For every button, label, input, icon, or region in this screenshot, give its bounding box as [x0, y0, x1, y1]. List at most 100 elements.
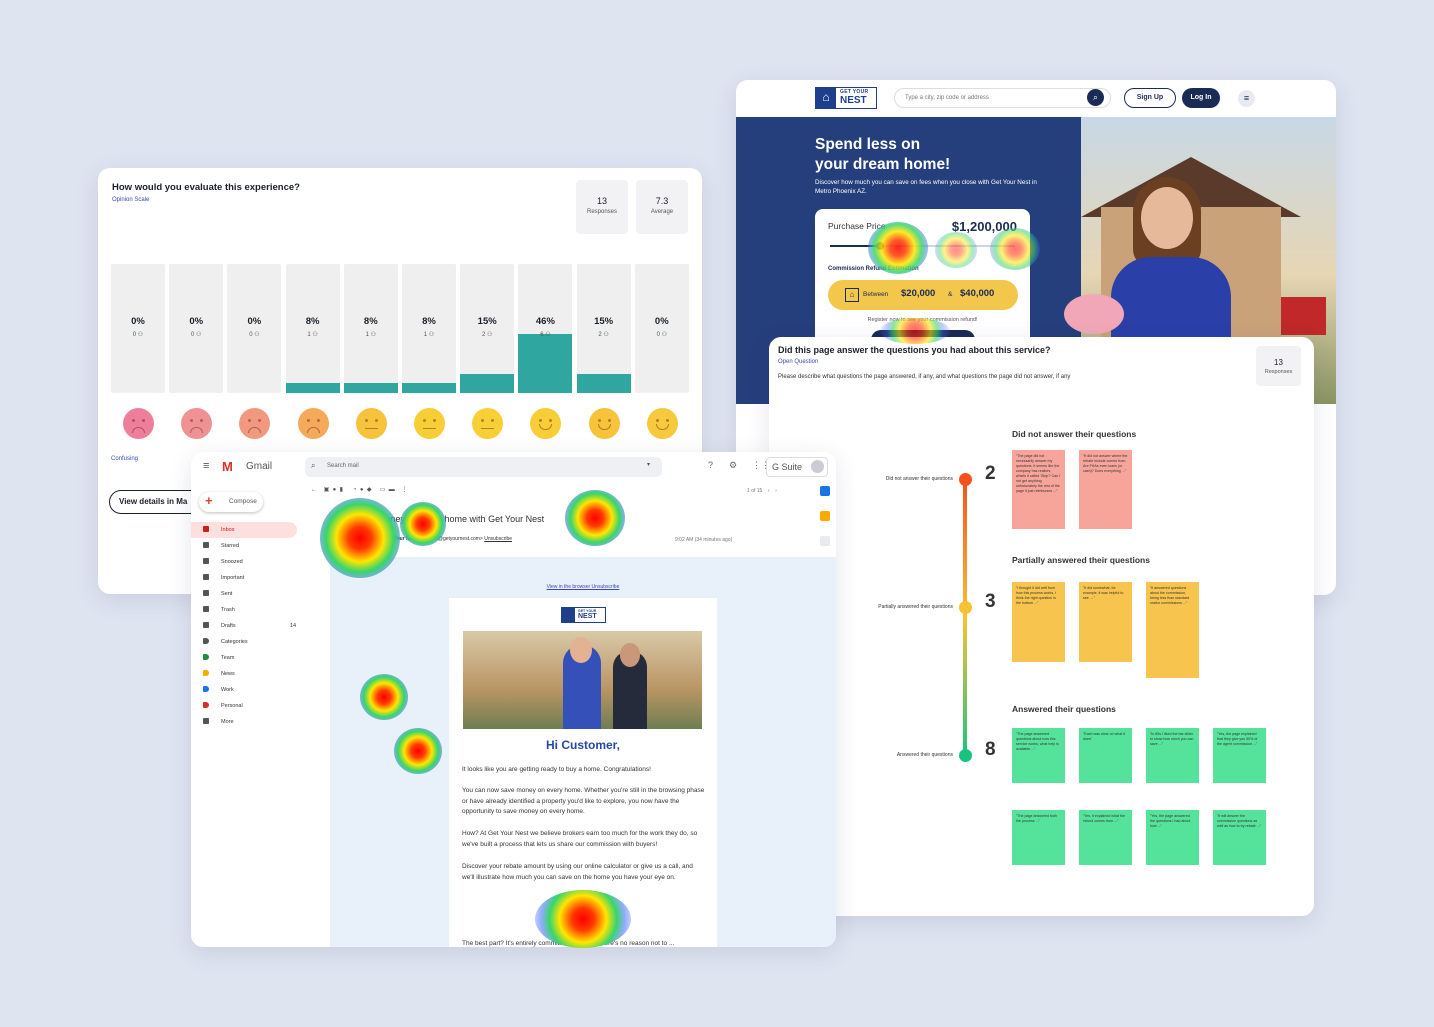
menu-icon[interactable]: ≡ — [203, 460, 210, 472]
sidebar-item-starred[interactable]: Starred — [191, 538, 306, 554]
email-paragraph: Discover your rebate amount by using our… — [462, 863, 693, 881]
emoji-face-icon[interactable] — [123, 408, 154, 439]
emoji-face-icon[interactable] — [414, 408, 445, 439]
bar-count: 0 ⚇ — [190, 332, 202, 338]
apps-grid-icon[interactable]: ⋮⋮ — [752, 460, 770, 470]
emoji-face-icon[interactable] — [181, 408, 213, 439]
browser-links[interactable]: View in the browser Unsubscribe — [546, 584, 620, 590]
calendar-icon[interactable] — [820, 486, 830, 496]
site-logo[interactable]: ⌂ GET YOUR NEST — [815, 87, 877, 109]
sidebar-item-label: Trash — [221, 607, 235, 613]
sidebar-item-sent[interactable]: Sent — [191, 586, 306, 602]
email-paragraph: How? At Get Your Nest we believe brokers… — [462, 830, 698, 848]
sidebar-item-more[interactable]: More — [191, 714, 306, 730]
compose-button[interactable]: Compose — [199, 492, 263, 512]
emoji-face-icon[interactable] — [355, 408, 387, 439]
opinion-title: How would you evaluate this experience? — [112, 182, 300, 193]
email-paragraph: It looks like you are getting ready to b… — [462, 766, 651, 773]
sidebar-item-trash[interactable]: Trash — [191, 602, 306, 618]
scale-bar: 15% 2 ⚇ — [576, 264, 631, 393]
email-time: 9:02 AM (34 minutes ago) — [675, 537, 733, 543]
sticky-note[interactable]: "Yes, the page answered the questions I … — [1146, 810, 1199, 865]
sidebar-item-drafts[interactable]: Drafts 14 — [191, 618, 306, 634]
sticky-note[interactable]: "Yes, the page explained that they give … — [1213, 728, 1266, 783]
sidebar-item-important[interactable]: Important — [191, 570, 306, 586]
sticky-note[interactable]: "The page answered both the process ..." — [1012, 810, 1065, 865]
sidebar-item-label: News — [221, 671, 235, 677]
sidebar-item-label: Personal — [221, 703, 243, 709]
scale-bar: 46% 6 ⚇ — [518, 264, 573, 393]
sidebar-item-snoozed[interactable]: Snoozed — [191, 554, 306, 570]
signup-button[interactable]: Sign Up — [1124, 88, 1176, 108]
label-icon — [203, 654, 209, 660]
sticky-note[interactable]: "Each was clear on what it does" — [1079, 728, 1132, 783]
timeline-dot — [959, 473, 972, 486]
email-content: GET YOUR NEST Hi Customer, It looks like… — [449, 598, 717, 947]
menu-icon[interactable]: ≡ — [1238, 90, 1255, 107]
search-icon[interactable]: ⌕ — [1087, 89, 1104, 106]
group-count: 8 — [985, 739, 996, 760]
keep-icon[interactable] — [820, 511, 830, 521]
gsuite-badge[interactable]: G Suite — [766, 457, 828, 477]
for-sale-sign — [1281, 297, 1326, 335]
average-stat: 7.3 Average — [636, 180, 688, 234]
sticky-note[interactable]: "Yes, it explained what the refund comes… — [1079, 810, 1132, 865]
search-options-icon[interactable]: ▾ — [647, 462, 651, 468]
emoji-face-icon[interactable] — [530, 408, 562, 439]
gear-icon[interactable]: ⚙ — [729, 460, 738, 470]
sticky-note[interactable]: "In 60s I liked the bar slider to show h… — [1146, 728, 1199, 783]
bar-fill — [518, 334, 573, 393]
register-prompt: Register now to see your commission refu… — [867, 317, 978, 323]
bar-fill — [402, 383, 456, 393]
sidebar-item-inbox[interactable]: Inbox — [191, 522, 297, 538]
sticky-note[interactable]: "The page did not necessarily answer my … — [1012, 450, 1065, 529]
login-button[interactable]: Log In — [1182, 88, 1220, 108]
help-icon[interactable]: ? — [708, 460, 714, 470]
price-slider-fill — [830, 245, 881, 247]
add-icon[interactable] — [820, 536, 830, 546]
mail-search-input[interactable]: Search mail — [305, 457, 662, 477]
inbox-icon — [203, 526, 209, 532]
sticky-note[interactable]: "It did not answer where the rebate incl… — [1079, 450, 1132, 529]
emoji-face-icon[interactable] — [239, 408, 271, 439]
avatar[interactable] — [811, 460, 824, 473]
search-icon[interactable]: ⌕ — [311, 461, 316, 470]
emoji-face-icon[interactable] — [646, 408, 678, 439]
bar-percent: 15% — [594, 316, 614, 327]
sidebar-item-categories[interactable]: Categories — [191, 634, 306, 650]
bar-count: 6 ⚇ — [540, 332, 551, 338]
bar-percent: 8% — [305, 316, 320, 327]
sidebar-item-label: More — [221, 719, 234, 725]
site-navbar: ⌂ GET YOUR NEST Type a city, zip code or… — [736, 80, 1336, 117]
responses-stat: 13 Responses — [1256, 346, 1301, 386]
sticky-note[interactable]: "I thought it did well from how this pro… — [1012, 582, 1065, 662]
scale-bar: 0% 0 ⚇ — [111, 264, 165, 393]
gmail-logo-icon[interactable]: M — [222, 459, 233, 474]
price-slider-handle[interactable] — [876, 242, 884, 250]
sidebar-item-news[interactable]: News — [191, 666, 306, 682]
scale-bar: 0% 0 ⚇ — [169, 264, 224, 393]
timeline-line — [963, 479, 967, 757]
emoji-face-icon[interactable] — [297, 408, 329, 439]
label-icon — [203, 686, 209, 692]
bar-count: 0 ⚇ — [132, 332, 144, 338]
sticky-note[interactable]: "The page answered questions about how t… — [1012, 728, 1065, 783]
sidebar-item-personal[interactable]: Personal — [191, 698, 306, 714]
sticky-note[interactable]: "It did somewhat, for example, it was he… — [1079, 582, 1132, 662]
sidebar-item-work[interactable]: Work — [191, 682, 306, 698]
sidebar-item-team[interactable]: Team — [191, 650, 306, 666]
question-description: Please describe what questions the page … — [778, 374, 1071, 380]
unsubscribe-link[interactable]: Unsubscribe — [484, 536, 513, 542]
sidebar-item-label: Team — [221, 655, 235, 661]
scale-bar: 8% 1 ⚇ — [402, 264, 456, 393]
site-search-input[interactable]: Type a city, zip code or address — [894, 88, 1111, 108]
emoji-face-icon[interactable] — [472, 408, 504, 439]
emoji-face-icon[interactable] — [588, 408, 620, 439]
sticky-note[interactable]: "It will answer the commission questions… — [1213, 810, 1266, 865]
bar-count: 2 ⚇ — [598, 332, 609, 338]
sticky-note[interactable]: "It answered questions about the commiss… — [1146, 582, 1199, 678]
savings-calculator: Purchase Price $1,200,000 Commission Ref… — [815, 209, 1030, 350]
send-icon — [203, 590, 209, 596]
agent-face — [1141, 187, 1193, 249]
sidebar-item-label: Snoozed — [221, 559, 243, 565]
